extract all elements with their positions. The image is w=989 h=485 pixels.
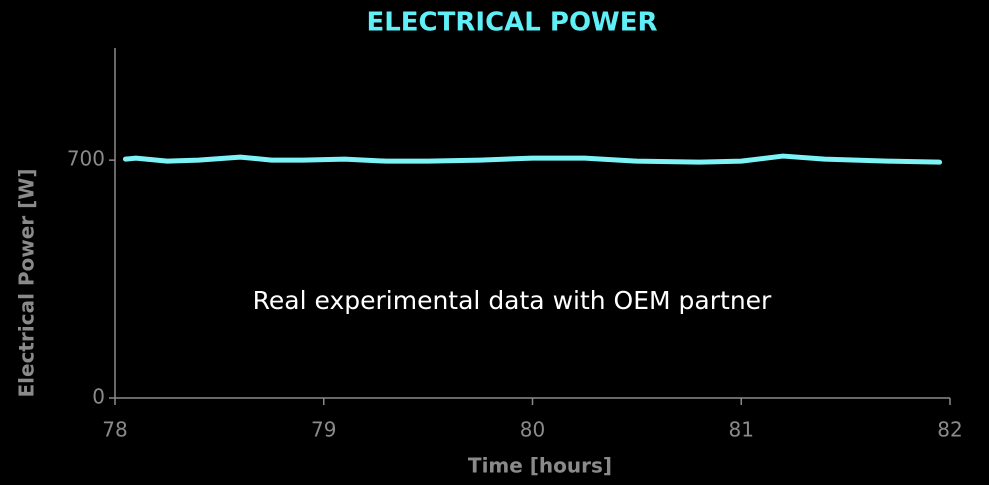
- y-axis-label: Electrical Power [W]: [15, 169, 39, 398]
- x-tick-label: 82: [937, 418, 962, 442]
- x-axis-label: Time [hours]: [468, 454, 612, 478]
- annotation: Real experimental data with OEM partner: [253, 286, 772, 315]
- chart-title: ELECTRICAL POWER: [366, 8, 657, 38]
- data-line: [122, 153, 943, 165]
- y-tick-label: 0: [92, 385, 105, 409]
- x-tick-label: 80: [520, 418, 545, 442]
- x-tick-label: 81: [729, 418, 754, 442]
- x-tick-label: 79: [311, 418, 336, 442]
- x-tick-label: 78: [102, 418, 127, 442]
- y-tick-label: 700: [67, 147, 105, 171]
